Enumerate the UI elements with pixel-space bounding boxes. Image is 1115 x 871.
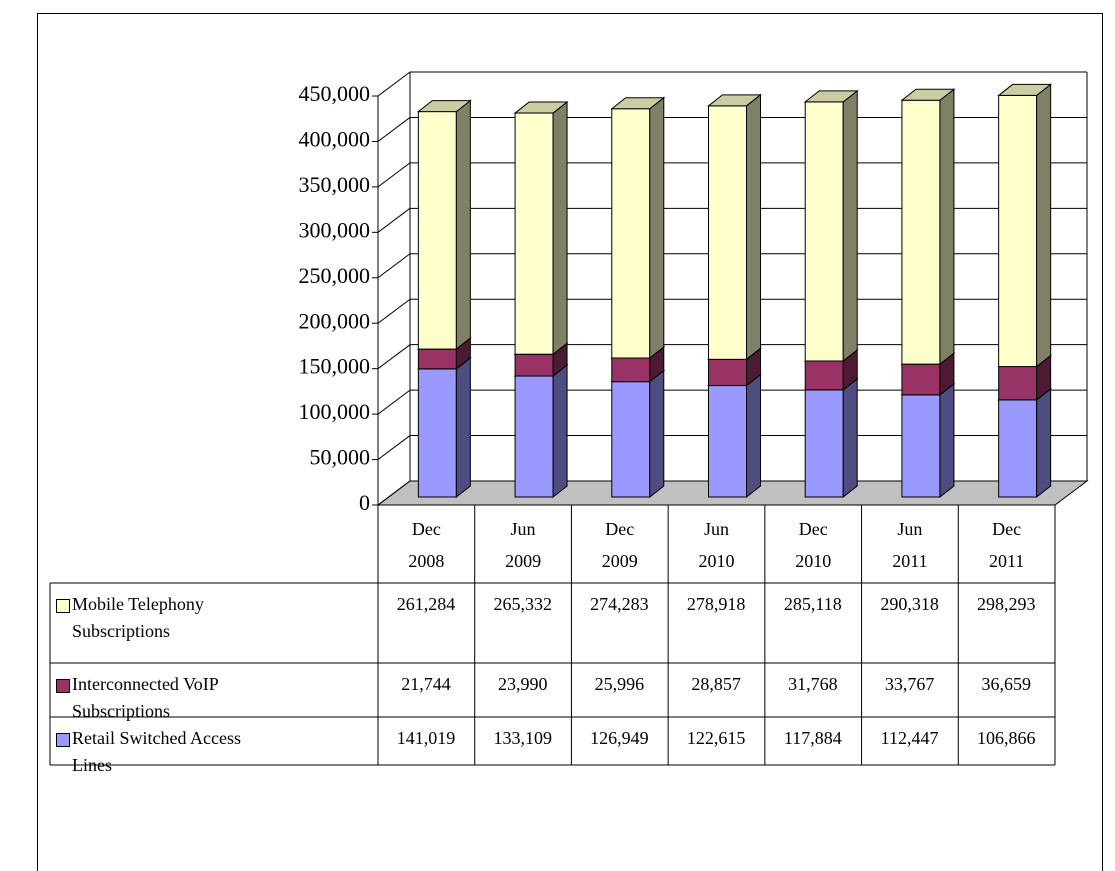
frame (37, 13, 1103, 871)
legend-swatch (56, 679, 70, 693)
value-label: 33,767 (884, 674, 935, 694)
grid-line-side (377, 207, 411, 233)
value-label: 122,615 (686, 728, 746, 748)
bar (514, 375, 554, 498)
bar-side (842, 377, 858, 499)
value-label: 126,949 (590, 728, 649, 748)
value-label: 133,109 (493, 728, 552, 748)
bar-side (939, 88, 955, 366)
bar (611, 381, 651, 498)
y-tick-label: 100,000 (299, 399, 371, 424)
bar (804, 101, 844, 362)
grid-line-side (377, 435, 411, 460)
value-label: 106,866 (977, 728, 1036, 748)
value-label: 141,019 (396, 728, 456, 748)
value-label: 28,857 (691, 674, 741, 694)
value-label: 117,884 (783, 728, 842, 748)
grid-line-side (377, 480, 411, 506)
bar-top (610, 97, 666, 110)
x-tick-label: Dec 2010 (795, 519, 832, 571)
bar-side (455, 99, 471, 351)
grid-line-side (377, 389, 411, 415)
x-tick-label: Dec 2008 (408, 519, 445, 571)
bar-top (707, 94, 762, 107)
bar (514, 353, 554, 377)
bar-side (552, 101, 568, 356)
bar (804, 360, 844, 391)
bar-top (513, 101, 569, 114)
bar-top (416, 100, 472, 113)
value-label: 31,768 (788, 674, 838, 694)
grid-line-side (377, 71, 411, 97)
value-label: 112,447 (880, 728, 939, 748)
bar (708, 105, 747, 360)
bar (998, 399, 1038, 498)
y-tick-label: 300,000 (299, 217, 371, 242)
bar (611, 357, 651, 383)
bar (708, 358, 747, 387)
bar-side (746, 373, 761, 499)
x-tick-label: Dec 2011 (988, 519, 1025, 571)
value-label: 298,293 (977, 594, 1036, 614)
bar (804, 389, 844, 498)
y-tick-label: 50,000 (310, 445, 371, 470)
y-tick-label: 350,000 (299, 172, 371, 197)
bar-top (803, 90, 859, 103)
bar-side (1036, 387, 1052, 499)
bar-top (900, 88, 956, 101)
bar-side (746, 93, 761, 361)
bar-side (649, 96, 665, 360)
bar-top (997, 83, 1053, 96)
bar (998, 366, 1038, 401)
value-label: 278,918 (686, 594, 746, 614)
grid-line-side (377, 253, 411, 279)
bar-side (649, 369, 665, 499)
grid-line-side (377, 162, 411, 188)
grid-line-side (377, 344, 411, 370)
legend-swatch (56, 599, 70, 613)
y-tick-label: 200,000 (299, 308, 371, 333)
bar (514, 112, 554, 355)
value-label: 25,996 (594, 674, 645, 694)
x-tick-label: Jun 2011 (892, 519, 928, 571)
value-label: 285,118 (783, 594, 842, 614)
bar (417, 348, 457, 370)
value-label: 290,318 (880, 594, 939, 614)
x-tick-label: Jun 2009 (505, 519, 542, 571)
y-tick-label: 450,000 (299, 81, 371, 106)
bar-side (939, 382, 955, 499)
legend-label: Interconnected VoIP Subscriptions (72, 674, 219, 721)
bar-side (842, 89, 858, 363)
bar (901, 394, 941, 498)
bar (611, 108, 651, 359)
value-label: 23,990 (497, 674, 548, 694)
legend-label: Retail Switched Access Lines (72, 728, 241, 775)
bar-side (552, 363, 568, 499)
bar-side (1036, 83, 1052, 368)
value-label: 265,332 (493, 594, 552, 614)
legend-label: Mobile Telephony Subscriptions (72, 594, 204, 641)
x-tick-label: Jun 2010 (698, 519, 735, 571)
grid-line-side (377, 117, 411, 142)
bar (417, 111, 457, 350)
value-label: 36,659 (981, 674, 1032, 694)
y-tick-label: 150,000 (299, 354, 371, 379)
y-tick-label: 400,000 (299, 126, 371, 151)
y-tick-label: 250,000 (299, 263, 371, 288)
bar (708, 385, 747, 498)
grid-line-side (377, 298, 411, 324)
bar (901, 99, 941, 365)
bar (901, 363, 941, 396)
bar-side (455, 356, 471, 499)
legend-swatch (56, 733, 70, 747)
value-label: 274,283 (590, 594, 649, 614)
x-tick-label: Dec 2009 (601, 519, 638, 571)
value-label: 261,284 (396, 594, 456, 614)
value-label: 21,744 (401, 674, 451, 694)
bar (998, 94, 1038, 368)
y-tick-label: 0 (359, 490, 370, 515)
bar (417, 368, 457, 498)
